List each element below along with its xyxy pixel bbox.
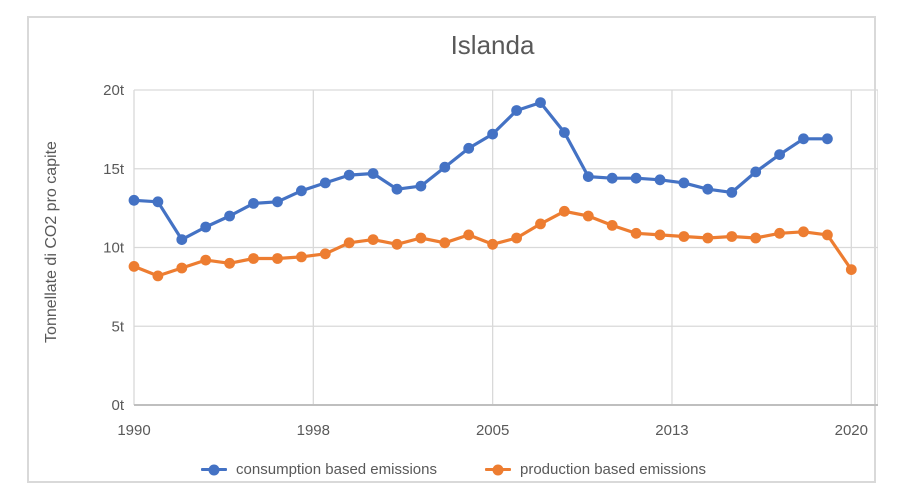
y-tick-label: 5t	[111, 318, 124, 335]
production-data-point	[582, 210, 594, 222]
legend-label-production: production based emissions	[520, 461, 706, 478]
consumption-data-point	[176, 234, 188, 246]
consumption-line	[132, 100, 830, 242]
consumption-data-point	[726, 187, 738, 198]
y-tick-label: 15t	[103, 161, 125, 178]
chart-title: Islanda	[450, 30, 535, 60]
consumption-data-point	[296, 185, 307, 197]
production-data-point	[535, 218, 546, 230]
legend: consumption based emissions production b…	[29, 462, 878, 477]
consumption-data-point	[678, 177, 690, 189]
consumption-data-point	[774, 149, 785, 161]
production-data-point	[200, 254, 212, 266]
production-data-point	[630, 227, 642, 239]
consumption-data-point	[511, 105, 522, 116]
production-data-point	[702, 232, 714, 244]
legend-item-production[interactable]: production based emissions	[485, 462, 706, 477]
x-tick-label: 1998	[297, 422, 330, 439]
x-tick-label: 2013	[655, 422, 688, 439]
consumption-data-point	[606, 172, 618, 184]
production-data-point	[439, 237, 451, 249]
consumption-data-point	[582, 171, 594, 183]
consumption-data-point	[224, 210, 236, 222]
production-data-point	[319, 248, 331, 260]
consumption-data-point	[343, 169, 355, 181]
consumption-data-point	[702, 183, 714, 195]
production-data-point	[391, 238, 403, 250]
x-tick-label: 2020	[835, 422, 868, 439]
production-data-point	[152, 270, 164, 282]
legend-label-consumption: consumption based emissions	[236, 461, 437, 478]
chart-figure: Islanda Tonnellate di CO2 pro capite 0t 5…	[27, 16, 878, 483]
production-data-point	[487, 238, 498, 250]
consumption-data-point	[128, 194, 140, 206]
production-data-point	[128, 261, 140, 272]
production-data-point	[367, 234, 379, 246]
production-data-point	[272, 253, 283, 264]
production-data-point	[750, 232, 762, 244]
plot-area: 0t 5t 10t 15t 20t 1990 1998 2005 2013 2020	[103, 82, 878, 439]
y-tick-label: 20t	[103, 82, 125, 99]
production-data-point	[511, 232, 522, 244]
consumption-data-point	[487, 128, 498, 140]
consumption-data-point	[439, 161, 451, 173]
consumption-data-point	[750, 166, 762, 178]
consumption-data-point	[535, 97, 546, 108]
legend-marker-production-icon	[485, 463, 511, 476]
x-tick-label: 1990	[117, 422, 150, 439]
production-data-point	[606, 220, 618, 231]
consumption-data-point	[248, 198, 259, 209]
production-data-point	[463, 229, 475, 241]
y-tick-label: 0t	[111, 397, 124, 414]
consumption-data-point	[559, 127, 570, 138]
production-data-point	[845, 264, 857, 275]
consumption-data-point	[272, 196, 283, 208]
production-data-point	[224, 257, 236, 269]
production-data-point	[296, 251, 307, 263]
consumption-data-point	[463, 142, 475, 154]
consumption-data-point	[415, 180, 427, 192]
consumption-data-point	[200, 221, 212, 233]
production-data-point	[176, 262, 188, 274]
production-data-point	[798, 226, 809, 238]
consumption-data-point	[391, 183, 403, 195]
production-data-point	[343, 237, 355, 249]
consumption-data-point	[319, 177, 331, 189]
x-tick-label: 2005	[476, 422, 509, 439]
production-data-point	[678, 231, 690, 242]
production-data-point	[726, 231, 738, 242]
consumption-data-point	[654, 174, 666, 186]
production-data-point	[774, 227, 785, 239]
legend-item-consumption[interactable]: consumption based emissions	[201, 462, 437, 477]
consumption-data-point	[798, 133, 809, 145]
consumption-data-point	[367, 168, 379, 179]
production-data-point	[822, 229, 833, 241]
production-data-point	[248, 253, 259, 264]
consumption-data-point	[822, 133, 833, 145]
consumption-data-point	[152, 196, 164, 208]
y-tick-label: 10t	[103, 240, 125, 257]
production-data-point	[415, 232, 427, 244]
legend-marker-consumption-icon	[201, 463, 228, 476]
production-data-point	[559, 205, 570, 217]
consumption-data-point	[630, 172, 642, 184]
production-data-point	[654, 229, 666, 241]
